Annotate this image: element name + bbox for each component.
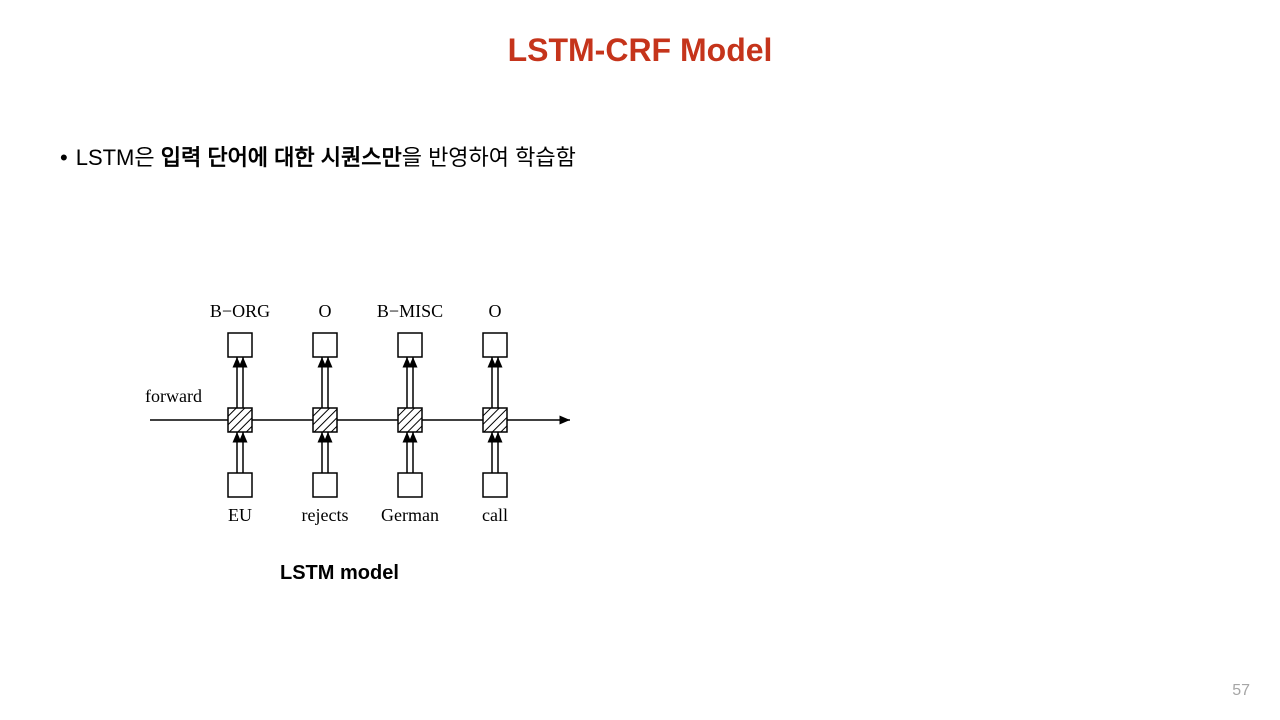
diagram-caption: LSTM model: [280, 562, 399, 585]
output-box: [398, 333, 422, 357]
caption-text: LSTM model: [280, 562, 399, 584]
output-box: [313, 333, 337, 357]
input-label: German: [381, 505, 439, 525]
lstm-cell: [228, 408, 252, 432]
title-text: LSTM-CRF Model: [508, 32, 773, 68]
page-number: 57: [1232, 682, 1250, 700]
output-box: [228, 333, 252, 357]
output-label: B−ORG: [210, 301, 270, 321]
bullet-bold: 입력 단어에 대한 시퀀스만: [161, 145, 402, 170]
input-label: EU: [228, 505, 252, 525]
bullet-text: LSTM은 입력 단어에 대한 시퀀스만을 반영하여 학습함: [76, 140, 576, 172]
input-box: [313, 473, 337, 497]
bullet-marker: •: [60, 145, 68, 171]
lstm-cell: [483, 408, 507, 432]
bullet-prefix: LSTM은: [76, 145, 161, 170]
input-box: [398, 473, 422, 497]
lstm-diagram: forward B−ORG EU Orejects B−MISC German Ocall: [140, 300, 580, 550]
page-number-text: 57: [1232, 682, 1250, 699]
input-label: call: [482, 505, 508, 525]
output-box: [483, 333, 507, 357]
bullet-suffix: 을 반영하여 학습함: [402, 145, 576, 170]
lstm-cell: [398, 408, 422, 432]
slide-title: LSTM-CRF Model: [0, 32, 1280, 69]
input-label: rejects: [302, 505, 349, 525]
output-label: O: [319, 301, 332, 321]
input-box: [483, 473, 507, 497]
bullet-point: • LSTM은 입력 단어에 대한 시퀀스만을 반영하여 학습함: [60, 140, 576, 172]
output-label: O: [489, 301, 502, 321]
input-box: [228, 473, 252, 497]
forward-label: forward: [145, 386, 202, 406]
output-label: B−MISC: [377, 301, 443, 321]
lstm-cell: [313, 408, 337, 432]
